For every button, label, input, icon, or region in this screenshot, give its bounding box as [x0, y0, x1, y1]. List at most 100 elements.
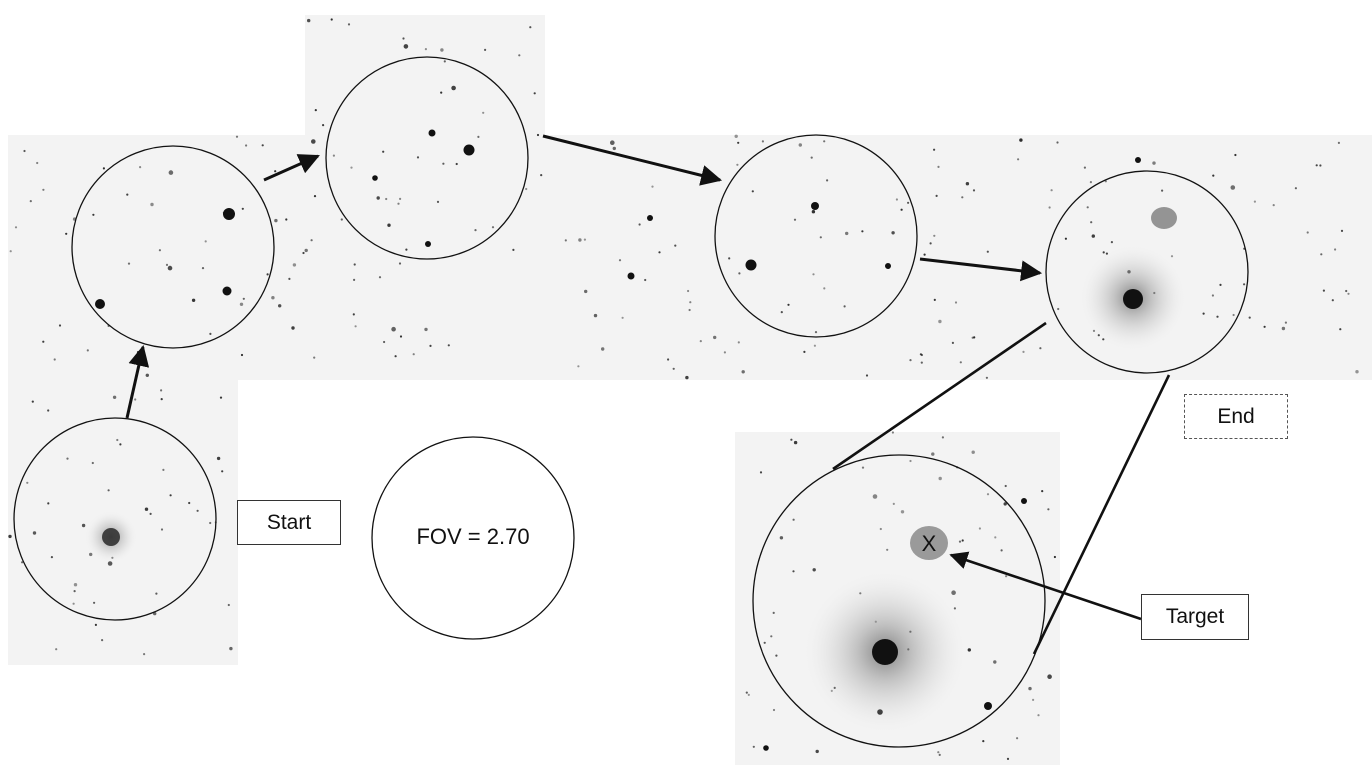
faint-star — [400, 335, 402, 337]
faint-star — [108, 489, 110, 491]
faint-star — [288, 278, 290, 280]
faint-star — [311, 139, 316, 144]
faint-star — [880, 528, 882, 530]
faint-star — [169, 170, 174, 175]
faint-star — [217, 457, 220, 460]
faint-star — [973, 336, 975, 338]
faint-star — [402, 37, 404, 39]
faint-star — [907, 202, 909, 204]
faint-star — [961, 196, 963, 198]
faint-star — [170, 494, 172, 496]
faint-star — [951, 590, 956, 595]
faint-star — [1103, 251, 1105, 253]
faint-star — [159, 249, 161, 251]
faint-star — [610, 140, 615, 145]
faint-star — [594, 314, 597, 317]
sky-patch-top — [305, 15, 545, 140]
faint-star — [1243, 283, 1245, 285]
faint-star — [1019, 138, 1022, 141]
faint-star — [1233, 314, 1235, 316]
faint-star — [33, 531, 36, 534]
faint-star — [673, 368, 675, 370]
faint-star — [74, 583, 77, 586]
faint-star — [780, 536, 783, 539]
faint-star — [954, 607, 956, 609]
faint-star — [584, 239, 586, 241]
faint-star — [1282, 327, 1285, 330]
star-icon — [746, 260, 757, 271]
faint-star — [399, 262, 401, 264]
faint-star — [1005, 485, 1007, 487]
faint-star — [1347, 293, 1349, 295]
faint-star — [982, 740, 984, 742]
faint-star — [271, 296, 274, 299]
faint-star — [113, 396, 116, 399]
faint-star — [1092, 234, 1095, 237]
faint-star — [1203, 313, 1205, 315]
faint-star — [770, 635, 772, 637]
faint-star — [405, 249, 407, 251]
faint-star — [262, 144, 264, 146]
faint-star — [959, 541, 961, 543]
faint-star — [126, 194, 128, 196]
faint-star — [955, 301, 957, 303]
faint-star — [1032, 699, 1034, 701]
faint-star — [116, 439, 118, 441]
faint-star — [816, 750, 819, 753]
faint-star — [1054, 556, 1056, 558]
faint-star — [979, 527, 981, 529]
faint-star — [1273, 204, 1275, 206]
faint-star — [921, 362, 923, 364]
faint-star — [456, 163, 458, 165]
faint-star — [315, 109, 317, 111]
faint-star — [209, 333, 211, 335]
faint-star — [245, 144, 247, 146]
galaxy-core — [872, 639, 898, 665]
faint-star — [924, 254, 926, 256]
faint-star — [293, 263, 296, 266]
faint-star — [938, 320, 941, 323]
faint-star — [792, 570, 794, 572]
fov-value-text: FOV = 2.70 — [372, 524, 574, 550]
faint-star — [993, 660, 996, 663]
faint-star — [891, 231, 894, 234]
star-icon — [223, 208, 235, 220]
faint-star — [1047, 674, 1052, 679]
faint-star — [1254, 201, 1256, 203]
faint-star — [873, 494, 878, 499]
faint-star — [429, 345, 431, 347]
galaxy-icon — [1151, 207, 1177, 229]
faint-star — [738, 341, 740, 343]
faint-star — [220, 397, 222, 399]
faint-star — [333, 155, 335, 157]
faint-star — [812, 273, 814, 275]
faint-star — [812, 210, 815, 213]
faint-star — [939, 754, 941, 756]
faint-star — [525, 188, 527, 190]
faint-star — [74, 590, 76, 592]
faint-star — [92, 214, 94, 216]
faint-star — [137, 351, 139, 353]
faint-star — [413, 353, 415, 355]
faint-star — [236, 136, 238, 138]
faint-star — [188, 502, 190, 504]
star-icon — [885, 263, 891, 269]
faint-star — [119, 443, 121, 445]
faint-star — [55, 648, 57, 650]
faint-star — [1219, 284, 1221, 286]
faint-star — [644, 279, 646, 281]
faint-star — [101, 639, 103, 641]
faint-star — [939, 477, 942, 480]
faint-star — [973, 189, 975, 191]
faint-star — [354, 263, 356, 265]
faint-star — [59, 324, 61, 326]
faint-star — [274, 219, 277, 222]
faint-star — [803, 351, 805, 353]
faint-star — [987, 493, 989, 495]
faint-star — [353, 279, 355, 281]
faint-star — [1264, 326, 1266, 328]
faint-star — [307, 19, 310, 22]
faint-star — [1039, 347, 1041, 349]
faint-star — [815, 331, 817, 333]
